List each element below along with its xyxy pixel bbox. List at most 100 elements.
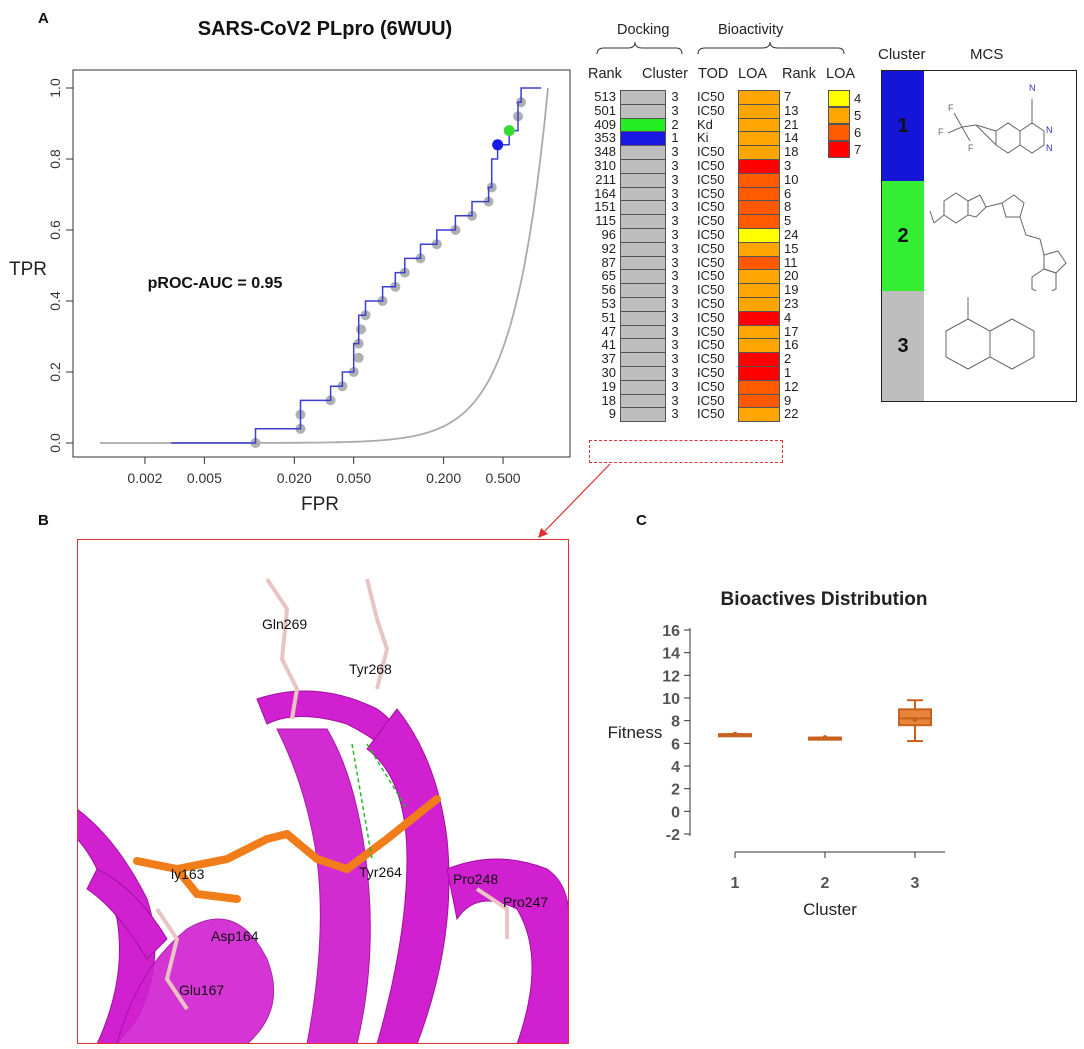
loa-color-cell [738, 407, 780, 423]
tod-cell: IC50 [697, 282, 725, 298]
box-y-tick-label: 12 [662, 668, 680, 685]
tod-cell: IC50 [697, 227, 725, 242]
cluster-color-cell [620, 297, 666, 312]
mcs-cluster-3-bar [882, 291, 924, 401]
tod-cell: IC50 [697, 158, 725, 173]
svg-text:F: F [968, 143, 974, 153]
bioactivity-rank-cell: 16 [784, 337, 799, 353]
roc-random-curve [100, 87, 549, 444]
bioactivity-rank-cell: 2 [784, 351, 792, 367]
tod-cell: IC50 [697, 337, 725, 353]
roc-chart: SARS-CoV2 PLpro (6WUU) 0.002 0.005 0.020 0.… [9, 18, 571, 515]
loa-color-cell [738, 269, 780, 285]
tod-cell: IC50 [697, 365, 725, 380]
docking-cluster-cell: 3 [671, 323, 679, 339]
roc-x-axis-label: FPR [301, 494, 339, 515]
loa-legend-swatch [828, 141, 850, 158]
docking-cluster-cell: 3 [671, 158, 679, 173]
residue-label-asp164: Asp164 [211, 928, 259, 944]
box-y-tick-label: 8 [671, 714, 680, 731]
tod-cell: IC50 [697, 185, 725, 201]
box-mean [912, 717, 918, 723]
roc-y-tick-label: 0.2 [47, 362, 63, 382]
residue-label-tyr264: Tyr264 [359, 864, 402, 880]
cluster-color-cell [620, 310, 666, 326]
bioactivity-rank-cell: 20 [784, 268, 799, 284]
tod-cell: IC50 [697, 351, 725, 367]
docking-cluster-cell: 1 [671, 130, 679, 146]
panel-label-a: A [38, 10, 49, 27]
loa-color-cell [738, 228, 780, 243]
docking-cluster-cell: 3 [671, 268, 679, 284]
structure-frame [77, 539, 569, 1044]
loa-color-cell [738, 297, 780, 312]
tod-cell: IC50 [697, 240, 725, 256]
bioactivity-rank-cell: 13 [784, 102, 799, 118]
tod-cell: IC50 [697, 144, 725, 160]
roc-x-tick-label: 0.500 [486, 470, 521, 486]
box-y-tick-label: 6 [671, 736, 680, 753]
cluster-color-cell [620, 366, 666, 381]
docking-cluster-cell: 3 [671, 171, 679, 187]
cluster-color-cell [620, 255, 666, 271]
loa-color-cell [738, 241, 780, 257]
docking-cluster-cell: 3 [671, 240, 679, 256]
docking-rank-cell: 53 [601, 296, 616, 311]
tod-cell: IC50 [697, 406, 725, 422]
tod-cell: Ki [697, 130, 709, 146]
docking-cluster-cell: 3 [671, 227, 679, 242]
roc-chart-title: SARS-CoV2 PLpro (6WUU) [198, 18, 452, 40]
docking-rank-cell: 56 [601, 282, 616, 298]
docking-rank-cell: 65 [601, 268, 616, 284]
roc-x-tick-label: 0.005 [187, 470, 222, 486]
tod-cell: IC50 [697, 378, 725, 394]
panel-label-b: B [38, 512, 49, 529]
docking-rank-cell: 96 [601, 227, 616, 242]
box-y-tick-label: 16 [662, 623, 680, 640]
docking-cluster-cell: 3 [671, 89, 679, 104]
mcs-molecule-1-icon: N F F F N N [938, 83, 1053, 154]
loa-color-cell [738, 159, 780, 174]
roc-y-tick-label: 1.0 [47, 78, 63, 98]
docking-rank-cell: 513 [594, 89, 616, 104]
cluster-color-cell [620, 90, 666, 105]
docking-cluster-cell: 3 [671, 309, 679, 325]
loa-legend-title: LOA [826, 66, 856, 82]
loa-color-cell [738, 172, 780, 188]
bioactivity-rank-cell: 22 [784, 406, 799, 422]
roc-y-tick-label: 0.6 [47, 220, 63, 240]
docking-rank-cell: 51 [601, 309, 616, 325]
highlighted-row-outline [589, 440, 783, 463]
bioactivity-rank-cell: 18 [784, 144, 799, 160]
mcs-cluster-2-label: 2 [897, 225, 909, 247]
protein-ligand-structure-image: Gln269 Tyr268 Tyr264 Pro248 Pro247 Asp16… [77, 539, 569, 1044]
bioactivity-rank-cell: 17 [784, 323, 799, 339]
header-brackets [596, 41, 845, 55]
loa-color-cell [738, 90, 780, 105]
cluster-color-cell [620, 338, 666, 354]
tod-cell: IC50 [697, 199, 725, 215]
docking-rank-cell: 18 [601, 392, 616, 408]
residue-label-pro247: Pro247 [503, 894, 548, 910]
mcs-molecule-3-icon [945, 297, 1035, 370]
column-header-rank: Rank [588, 66, 622, 82]
loa-color-cell [738, 103, 780, 119]
docking-bioactivity-table: Docking Bioactivity Rank Cluster TOD LOA… [580, 18, 870, 478]
roc-highlight-point [503, 125, 515, 137]
bioactivity-rank-cell: 19 [784, 282, 799, 298]
docking-cluster-cell: 3 [671, 337, 679, 353]
svg-text:F: F [948, 103, 954, 113]
cluster-color-cell [620, 103, 666, 119]
docking-cluster-cell: 3 [671, 296, 679, 311]
cluster-color-cell [620, 159, 666, 174]
column-header-loa: LOA [738, 66, 768, 82]
docking-rank-cell: 30 [601, 365, 616, 380]
docking-rank-cell: 353 [594, 130, 616, 146]
box-y-tick-label: 14 [662, 646, 680, 663]
mcs-cluster-2-bar [882, 181, 924, 291]
bioactivity-rank-cell: 4 [784, 309, 792, 325]
roc-x-tick-label: 0.002 [127, 470, 162, 486]
loa-legend-label: 5 [854, 108, 862, 123]
docking-rank-cell: 211 [595, 171, 616, 187]
docking-rank-cell: 501 [594, 102, 616, 118]
